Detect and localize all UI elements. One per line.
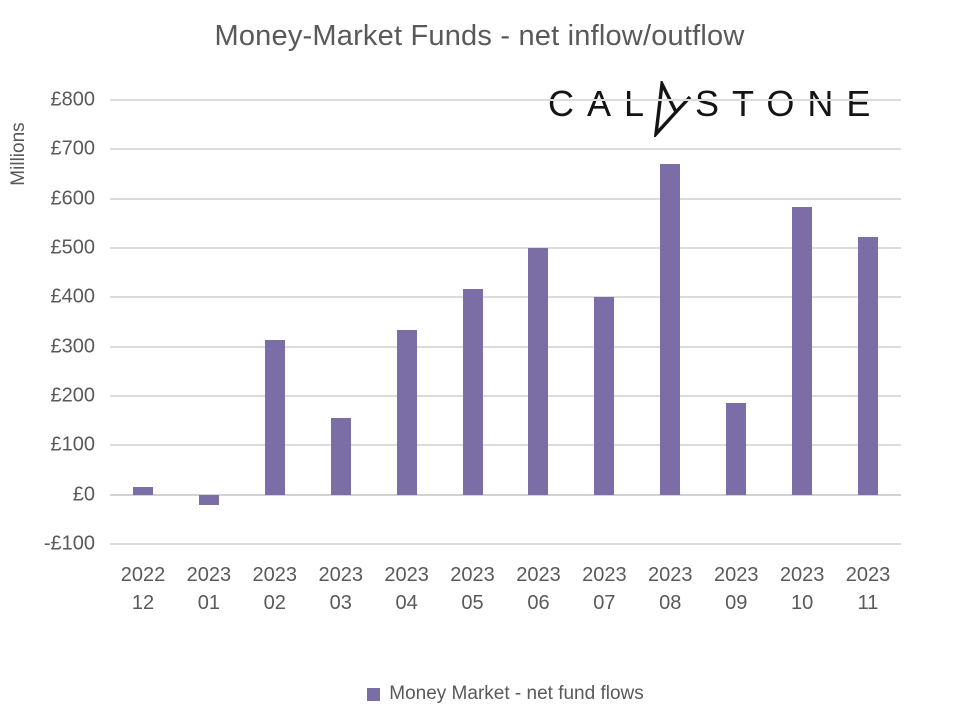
y-tick-label: £0 (72, 483, 95, 506)
x-tick-label: 2023 11 (845, 564, 891, 614)
bar (462, 289, 483, 495)
gridline (110, 345, 901, 348)
x-tick-label: 2022 12 (120, 564, 166, 614)
x-tick-label: 2023 07 (582, 564, 627, 614)
y-tick-label: £600 (50, 187, 96, 210)
bar (330, 417, 351, 495)
y-tick-label: £800 (50, 88, 96, 111)
bar (264, 339, 285, 495)
bar (198, 494, 219, 506)
gridline (110, 197, 901, 200)
bar (528, 248, 549, 495)
y-tick-label: £400 (50, 285, 96, 308)
gridline (110, 444, 901, 447)
chart-title: Money-Market Funds - net inflow/outflow (214, 20, 745, 52)
bar (792, 207, 813, 495)
gridline (110, 296, 901, 299)
x-tick-label: 2023 10 (779, 564, 825, 614)
bar (660, 164, 681, 495)
calastone-arrow-icon (651, 78, 693, 143)
x-axis-line (110, 493, 901, 496)
gridline (110, 395, 901, 397)
y-tick-label: £200 (50, 384, 96, 407)
y-tick-label: £700 (50, 137, 96, 160)
y-tick-label: £500 (50, 236, 96, 259)
bar (396, 330, 417, 495)
x-tick-label: 2023 05 (450, 564, 495, 614)
x-tick-label: 2023 04 (384, 564, 429, 614)
legend-swatch (367, 687, 381, 701)
bar (594, 296, 615, 495)
bar (726, 402, 747, 495)
legend: Money Market - net fund flows (110, 683, 901, 705)
y-tick-label: -£100 (43, 532, 95, 555)
gridline (110, 543, 901, 545)
x-tick-label: 2023 06 (516, 564, 561, 614)
x-tick-label: 2023 08 (648, 564, 693, 614)
bar (132, 487, 153, 495)
calastone-logo: CAL STONE (548, 76, 914, 140)
gridline (110, 247, 901, 249)
gridline (110, 148, 901, 151)
y-tick-label: £300 (50, 335, 96, 358)
gridline (110, 99, 901, 101)
y-tick-label: £100 (50, 433, 96, 456)
x-tick-label: 2023 01 (186, 564, 232, 614)
x-tick-label: 2023 02 (252, 564, 298, 614)
logo-text-right: STONE (695, 83, 884, 124)
x-tick-label: 2023 03 (318, 564, 363, 614)
legend-label: Money Market - net fund flows (389, 683, 644, 704)
logo-text-left: CAL (548, 83, 658, 124)
x-tick-label: 2023 09 (713, 564, 759, 614)
bar (858, 237, 879, 495)
